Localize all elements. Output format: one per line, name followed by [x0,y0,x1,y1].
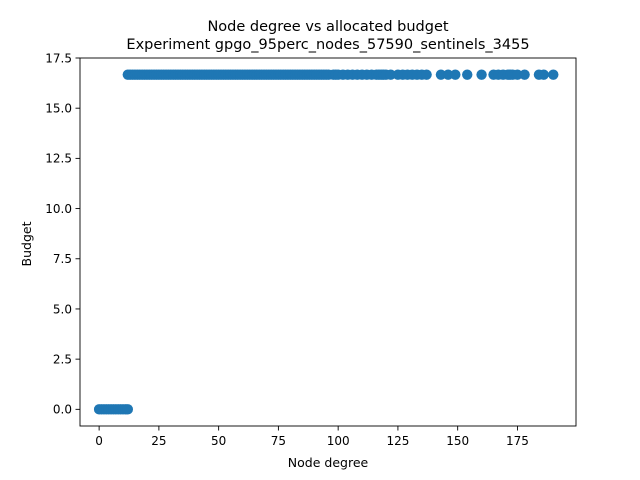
y-axis-label: Budget [19,221,34,266]
x-tick-label: 50 [211,434,226,448]
x-tick-label: 25 [151,434,166,448]
x-tick-label: 150 [446,434,469,448]
points-layer [93,69,559,415]
x-axis-label: Node degree [288,455,369,470]
plot-frame [79,57,577,427]
scatter-point [421,69,432,80]
scatter-point [538,69,549,80]
chart-title: Node degree vs allocated budget [207,19,448,35]
x-axis-ticks: 0 25 50 75 100 125 150 175 [95,426,529,448]
y-axis-ticks: 0.0 2.5 5.0 7.5 10.0 12.5 15.0 17.5 [45,51,80,417]
scatter-point [435,69,447,80]
scatter-point [122,404,134,415]
scatter-point [462,69,473,80]
x-tick-label: 0 [95,434,103,448]
x-tick-label: 125 [386,434,409,448]
x-tick-label: 100 [327,434,350,448]
x-tick-label: 175 [506,434,529,448]
y-tick-label: 15.0 [45,101,72,115]
y-tick-label: 12.5 [45,152,72,166]
y-tick-label: 0.0 [53,403,72,417]
scatter-point [512,69,523,80]
scatter-point [476,69,487,80]
scatter-point [548,69,559,80]
scatter-point [385,69,396,80]
y-tick-label: 10.0 [45,202,72,216]
scatter-point [519,69,530,80]
y-tick-label: 2.5 [53,352,72,366]
scatter-point [442,69,454,80]
y-tick-label: 17.5 [45,51,72,65]
chart-subtitle: Experiment gpgo_95perc_nodes_57590_senti… [126,37,529,53]
scatter-point [450,69,461,80]
x-tick-label: 75 [271,434,286,448]
y-tick-label: 5.0 [53,302,72,316]
y-tick-label: 7.5 [53,252,72,266]
